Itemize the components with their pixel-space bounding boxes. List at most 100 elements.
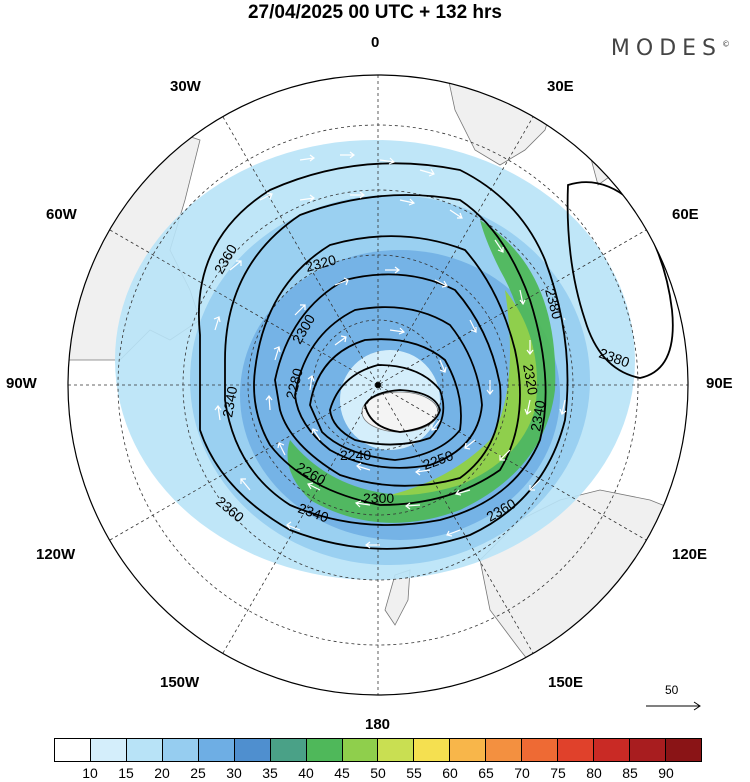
wind-vector	[350, 191, 365, 199]
wind-vector	[354, 500, 371, 508]
wind-vector	[446, 529, 461, 537]
colorbar-tick-label: 80	[586, 765, 602, 781]
wind-vector	[389, 327, 406, 335]
wind-shade-40	[287, 220, 556, 523]
wind-vector	[229, 260, 242, 271]
colorbar-tick-label: 20	[154, 765, 170, 781]
wind-vector	[469, 319, 477, 333]
wind-vector	[439, 359, 447, 373]
vector-reference-label: 50	[665, 683, 679, 697]
wind-vector	[526, 340, 534, 355]
colorbar-tick-label: 15	[118, 765, 134, 781]
colorbar-cell	[162, 739, 199, 761]
colorbar-ticks: 10 15 20 25 30 35 40 45 50 55 60 65 70 75 80 85 90	[54, 765, 702, 781]
colorbar-cell	[414, 739, 451, 761]
wind-vector	[399, 198, 416, 206]
wind-vector	[464, 439, 476, 450]
contour-2280	[294, 306, 483, 469]
south-pole-marker	[375, 382, 381, 388]
contour-2360-outer	[198, 162, 569, 550]
contour-label: 2380	[542, 287, 566, 321]
colorbar-tick-label: 60	[442, 765, 458, 781]
contour-label: 2320	[520, 363, 541, 397]
wind-vector	[277, 442, 286, 456]
colorbar-tick-label: 10	[82, 765, 98, 781]
contour-2300	[274, 273, 502, 487]
wind-shading	[115, 140, 635, 580]
wind-vector	[379, 157, 396, 165]
wind-vector	[299, 194, 315, 202]
lon-label-0: 0	[371, 34, 380, 51]
colorbar-cell	[90, 739, 127, 761]
colorbar-tick-label: 85	[622, 765, 638, 781]
contour-label: 2240	[340, 447, 371, 463]
contour-2250-core	[364, 389, 441, 433]
lon-label-150e: 150E	[548, 674, 584, 691]
wind-vector	[356, 462, 371, 471]
colorbar-cell	[378, 739, 415, 761]
wind-vector	[405, 502, 421, 510]
colorbar-cell	[198, 739, 235, 761]
lon-label-120w: 120W	[36, 546, 76, 563]
contour-2260	[309, 338, 462, 461]
wind-vector	[286, 521, 301, 531]
meridian-120	[109, 229, 647, 541]
lon-label-90e: 90E	[706, 375, 733, 392]
wind-vector	[524, 399, 532, 415]
antarctica-core	[361, 391, 439, 433]
madagascar-land	[589, 149, 613, 186]
colorbar-tick-label: 75	[550, 765, 566, 781]
wind-vector	[214, 405, 222, 421]
wind-vector	[454, 489, 471, 496]
wind-vector	[415, 468, 431, 476]
colorbar-tick-label: 30	[226, 765, 242, 781]
meridian-60	[109, 229, 647, 541]
wind-vector	[334, 335, 347, 346]
wind-vector	[213, 316, 221, 331]
wind-vectors	[213, 151, 567, 549]
colorbar-cell	[450, 739, 487, 761]
meridian-30	[222, 116, 534, 654]
lon-label-150w: 150W	[160, 674, 200, 691]
colorbar-cell	[522, 739, 559, 761]
lon-label-30w: 30W	[170, 78, 201, 95]
colorbar-cell	[306, 739, 343, 761]
africa-land	[439, 75, 561, 166]
wind-vector	[299, 154, 315, 162]
contour-2320	[253, 235, 521, 506]
wind-shade-50	[390, 290, 537, 496]
wind-vector	[559, 399, 567, 415]
lon-label-90w: 90W	[6, 375, 37, 392]
map-title: 27/04/2025 00 UTC + 132 hrs	[247, 2, 503, 23]
wind-vector	[499, 449, 511, 461]
colorbar-cell	[270, 739, 307, 761]
wind-vector	[419, 168, 435, 177]
contour-2340	[224, 194, 547, 526]
colorbar-tick-label: 25	[190, 765, 206, 781]
wind-vector	[240, 478, 251, 491]
wind-vector	[307, 375, 315, 391]
colorbar-tick-label: 45	[334, 765, 350, 781]
copyright-mark: ©	[722, 39, 730, 49]
brand-name: MODES	[610, 36, 722, 61]
contour-2240	[329, 364, 445, 446]
wind-vector	[529, 479, 541, 491]
wind-vector	[486, 380, 494, 395]
map-boundary	[67, 74, 689, 696]
lon-label-120e: 120E	[672, 546, 708, 563]
wind-vector	[434, 279, 448, 288]
contour-label: 2280	[282, 366, 306, 400]
colorbar-cell	[558, 739, 595, 761]
wind-vector	[265, 395, 273, 411]
colorbar-cell	[55, 739, 91, 761]
wind-vector	[334, 277, 349, 286]
contours	[198, 162, 674, 550]
vector-reference-arrow	[646, 701, 701, 711]
lon-label-60w: 60W	[46, 206, 77, 223]
wind-vector	[294, 304, 306, 316]
colorbar-cell	[486, 739, 523, 761]
lon-label-60e: 60E	[672, 206, 699, 223]
colorbar-cell	[630, 739, 666, 761]
colorbar-tick-label: 40	[298, 765, 314, 781]
